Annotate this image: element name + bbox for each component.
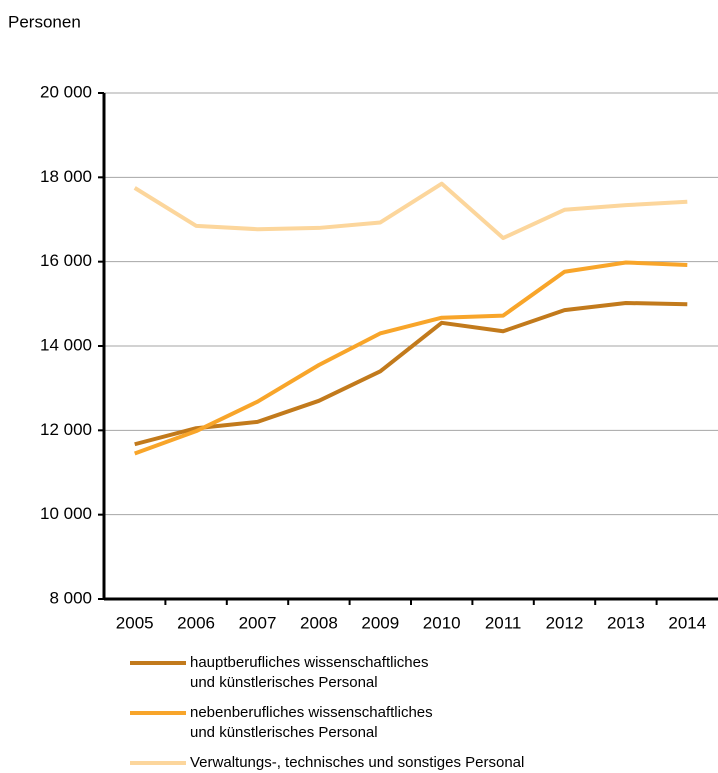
x-tick-label: 2008 (300, 613, 338, 632)
y-axis-label: Personen (8, 12, 81, 31)
x-tick-label: 2007 (239, 613, 277, 632)
y-tick-label: 16 000 (40, 251, 92, 270)
x-tick-label: 2011 (485, 613, 522, 632)
series-line (134, 300, 688, 447)
y-tick-label: 18 000 (40, 167, 92, 186)
x-tick-label: 2005 (116, 613, 154, 632)
legend-label: Verwaltungs-, technisches und sonstiges … (190, 754, 525, 771)
series-line (133, 181, 688, 241)
y-tick-label: 8 000 (49, 588, 92, 607)
x-tick-label: 2013 (607, 613, 645, 632)
x-tick-label: 2006 (177, 613, 215, 632)
y-tick-label: 12 000 (40, 420, 92, 439)
y-tick-label: 14 000 (40, 335, 92, 354)
y-tick-label: 10 000 (40, 504, 92, 523)
x-tick-label: 2009 (361, 613, 399, 632)
x-tick-label: 2014 (668, 613, 706, 632)
legend-label: hauptberufliches wissenschaftliches und … (190, 654, 429, 691)
legend-label: nebenberufliches wissenschaftliches und … (190, 704, 433, 741)
x-tick-label: 2010 (423, 613, 461, 632)
y-tick-label: 20 000 (40, 82, 92, 101)
x-tick-label: 2012 (546, 613, 584, 632)
series-line (134, 260, 688, 456)
